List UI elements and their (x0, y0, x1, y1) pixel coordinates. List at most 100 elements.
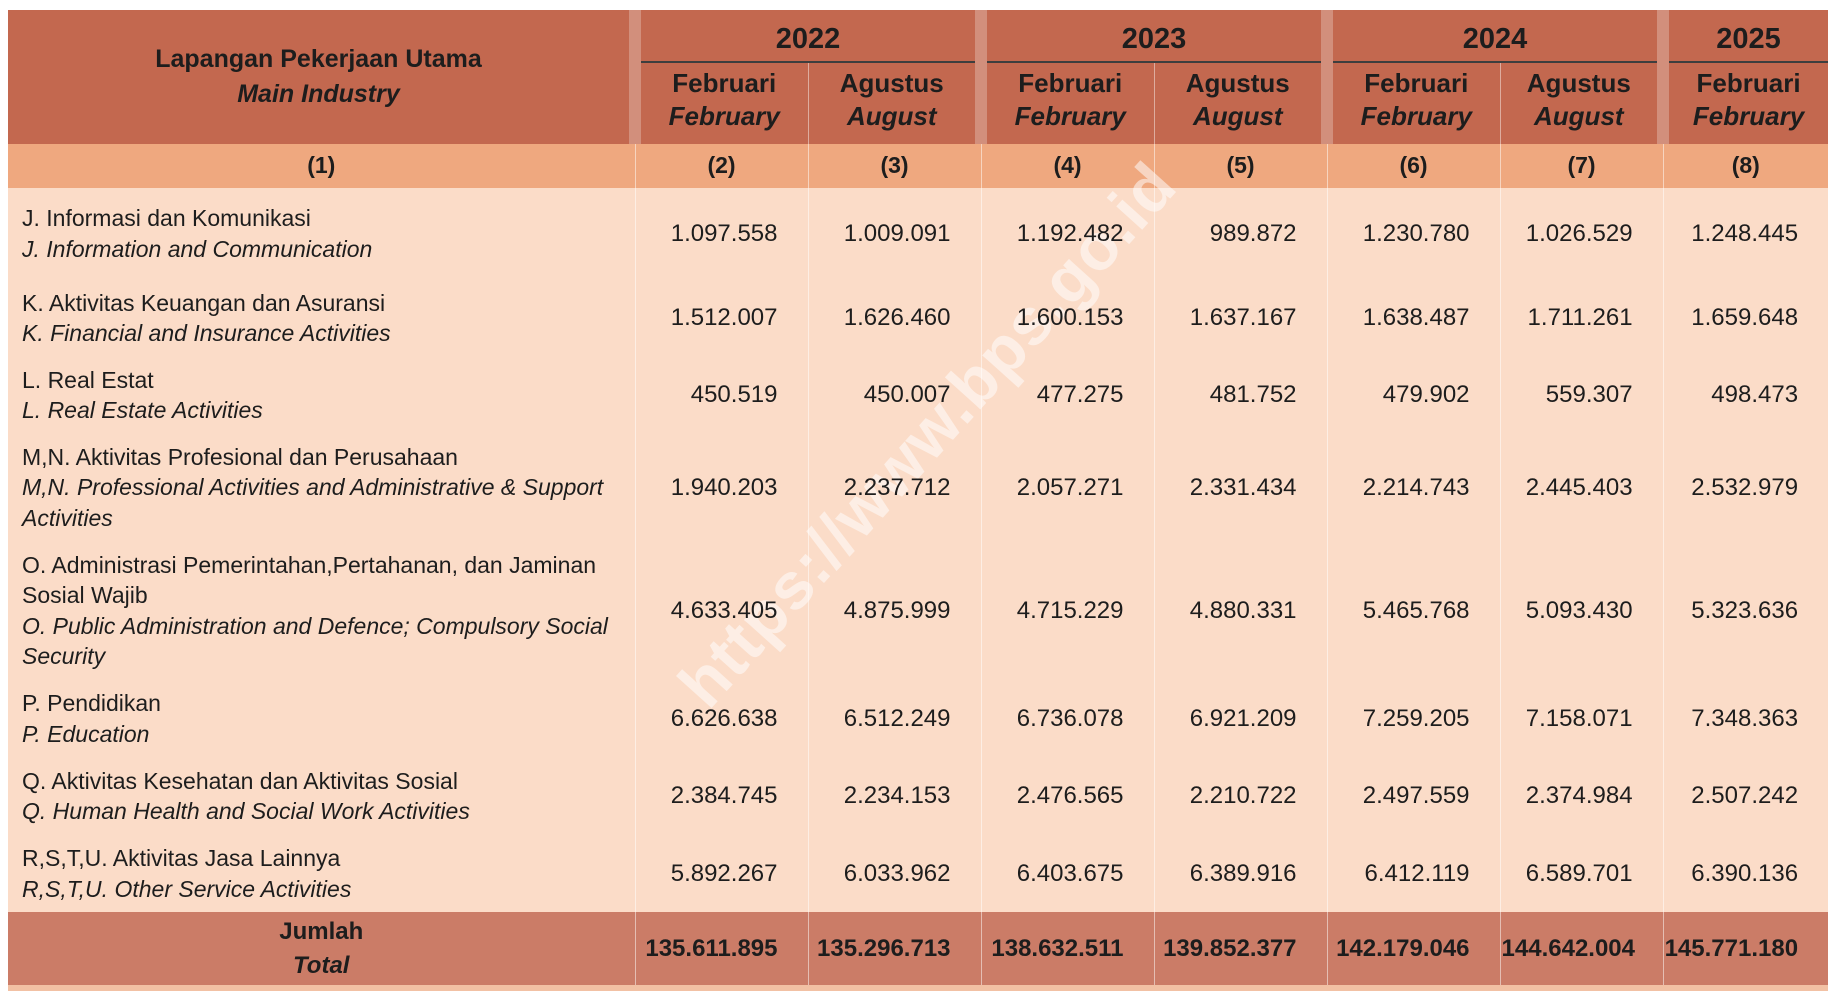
value-cell: 2.210.722 (1153, 757, 1328, 836)
year-header-row: Lapangan Pekerjaan Utama Main Industry 2… (8, 10, 1829, 144)
month-header-aug-2022: Agustus August (807, 62, 982, 144)
main-industry-label-id: Lapangan Pekerjaan Utama (155, 44, 482, 73)
month-header-feb-2025: Februari February (1657, 62, 1829, 144)
table-row-k: K. Aktivitas Keuangan dan Asuransi K. Fi… (8, 279, 1829, 357)
month-header-aug-2023: Agustus August (1153, 62, 1328, 144)
column-number-8: (8) (1662, 143, 1829, 188)
table-row-q: Q. Aktivitas Kesehatan dan Aktivitas Sos… (8, 757, 1829, 836)
value-cell: 4.715.229 (980, 541, 1155, 680)
table-header: Lapangan Pekerjaan Utama Main Industry 2… (8, 10, 1829, 188)
column-number-3: (3) (807, 143, 982, 188)
value-cell: 989.872 (1153, 187, 1328, 280)
value-cell: 6.512.249 (807, 679, 982, 758)
year-header-2022: 2022 (628, 10, 982, 63)
bps-employment-table-page: { "watermark": "https://www.bps.go.id", … (8, 10, 1829, 991)
month-header-row: Februari February Agustus August Februar… (8, 62, 1829, 144)
table-footer: Jumlah Total 135.611.895 135.296.713 138… (8, 912, 1829, 989)
row-label: M,N. Aktivitas Profesional dan Perusahaa… (8, 433, 635, 542)
value-cell: 5.323.636 (1662, 541, 1829, 680)
value-cell: 2.507.242 (1662, 757, 1829, 836)
year-header-2024: 2024 (1321, 10, 1664, 63)
employment-table-container: Lapangan Pekerjaan Utama Main Industry 2… (8, 10, 1829, 991)
row-label: J. Informasi dan Komunikasi J. Informati… (8, 187, 635, 280)
column-number-5: (5) (1153, 143, 1328, 188)
value-cell: 2.331.434 (1153, 433, 1328, 542)
column-number-6: (6) (1326, 143, 1501, 188)
value-cell: 6.033.962 (807, 835, 982, 913)
value-cell: 1.659.648 (1662, 279, 1829, 357)
value-cell: 4.633.405 (634, 541, 808, 680)
total-value-cell: 144.642.004 (1499, 912, 1664, 989)
table-row-p: P. Pendidikan P. Education 6.626.638 6.5… (8, 679, 1829, 758)
value-cell: 7.348.363 (1662, 679, 1829, 758)
value-cell: 1.097.558 (634, 187, 808, 280)
value-cell: 2.384.745 (634, 757, 808, 836)
value-cell: 1.192.482 (980, 187, 1155, 280)
year-header-2023: 2023 (975, 10, 1328, 63)
employment-by-industry-table: Lapangan Pekerjaan Utama Main Industry 2… (8, 10, 1829, 991)
row-label: R,S,T,U. Aktivitas Jasa Lainnya R,S,T,U.… (8, 835, 635, 913)
value-cell: 5.465.768 (1326, 541, 1501, 680)
value-cell: 1.637.167 (1153, 279, 1328, 357)
value-cell: 7.259.205 (1326, 679, 1501, 758)
value-cell: 2.374.984 (1499, 757, 1664, 836)
value-cell: 1.009.091 (807, 187, 982, 280)
value-cell: 2.234.153 (807, 757, 982, 836)
value-cell: 2.532.979 (1662, 433, 1829, 542)
value-cell: 2.497.559 (1326, 757, 1501, 836)
value-cell: 6.412.119 (1326, 835, 1501, 913)
main-industry-header-cell: Lapangan Pekerjaan Utama Main Industry (8, 10, 635, 144)
value-cell: 6.736.078 (980, 679, 1155, 758)
value-cell: 6.390.136 (1662, 835, 1829, 913)
value-cell: 2.476.565 (980, 757, 1155, 836)
table-row-mn: M,N. Aktivitas Profesional dan Perusahaa… (8, 433, 1829, 542)
value-cell: 6.921.209 (1153, 679, 1328, 758)
total-value-cell: 142.179.046 (1326, 912, 1501, 989)
total-value-cell: 135.611.895 (634, 912, 808, 989)
value-cell: 6.589.701 (1499, 835, 1664, 913)
value-cell: 4.875.999 (807, 541, 982, 680)
value-cell: 450.519 (634, 356, 808, 434)
table-row-j: J. Informasi dan Komunikasi J. Informati… (8, 187, 1829, 280)
value-cell: 6.389.916 (1153, 835, 1328, 913)
value-cell: 481.752 (1153, 356, 1328, 434)
column-number-7: (7) (1499, 143, 1664, 188)
row-label: O. Administrasi Pemerintahan,Pertahanan,… (8, 541, 635, 680)
value-cell: 7.158.071 (1499, 679, 1664, 758)
total-value-cell: 139.852.377 (1153, 912, 1328, 989)
table-body: J. Informasi dan Komunikasi J. Informati… (8, 187, 1829, 913)
value-cell: 450.007 (807, 356, 982, 434)
column-number-row: (1) (2) (3) (4) (5) (6) (7) (8) (8, 143, 1829, 188)
value-cell: 559.307 (1499, 356, 1664, 434)
value-cell: 1.626.460 (807, 279, 982, 357)
value-cell: 477.275 (980, 356, 1155, 434)
year-header-2025: 2025 (1657, 10, 1829, 63)
month-header-aug-2024: Agustus August (1499, 62, 1664, 144)
value-cell: 1.512.007 (634, 279, 808, 357)
value-cell: 4.880.331 (1153, 541, 1328, 680)
column-number-2: (2) (634, 143, 808, 188)
row-label: P. Pendidikan P. Education (8, 679, 635, 758)
value-cell: 2.214.743 (1326, 433, 1501, 542)
value-cell: 1.248.445 (1662, 187, 1829, 280)
value-cell: 1.230.780 (1326, 187, 1501, 280)
table-row-o: O. Administrasi Pemerintahan,Pertahanan,… (8, 541, 1829, 680)
main-industry-label-en: Main Industry (237, 79, 400, 108)
total-value-cell: 135.296.713 (807, 912, 982, 989)
total-label-en: Total (293, 951, 350, 979)
column-number-4: (4) (980, 143, 1155, 188)
row-label: K. Aktivitas Keuangan dan Asuransi K. Fi… (8, 279, 635, 357)
value-cell: 1.940.203 (634, 433, 808, 542)
value-cell: 1.600.153 (980, 279, 1155, 357)
value-cell: 498.473 (1662, 356, 1829, 434)
table-row-rstu: R,S,T,U. Aktivitas Jasa Lainnya R,S,T,U.… (8, 835, 1829, 913)
value-cell: 1.711.261 (1499, 279, 1664, 357)
value-cell: 2.057.271 (980, 433, 1155, 542)
value-cell: 2.237.712 (807, 433, 982, 542)
value-cell: 1.638.487 (1326, 279, 1501, 357)
table-row-l: L. Real Estat L. Real Estate Activities … (8, 356, 1829, 434)
value-cell: 1.026.529 (1499, 187, 1664, 280)
total-row: Jumlah Total 135.611.895 135.296.713 138… (8, 912, 1829, 989)
month-header-feb-2022: Februari February (629, 62, 808, 144)
month-header-feb-2023: Februari February (975, 62, 1155, 144)
